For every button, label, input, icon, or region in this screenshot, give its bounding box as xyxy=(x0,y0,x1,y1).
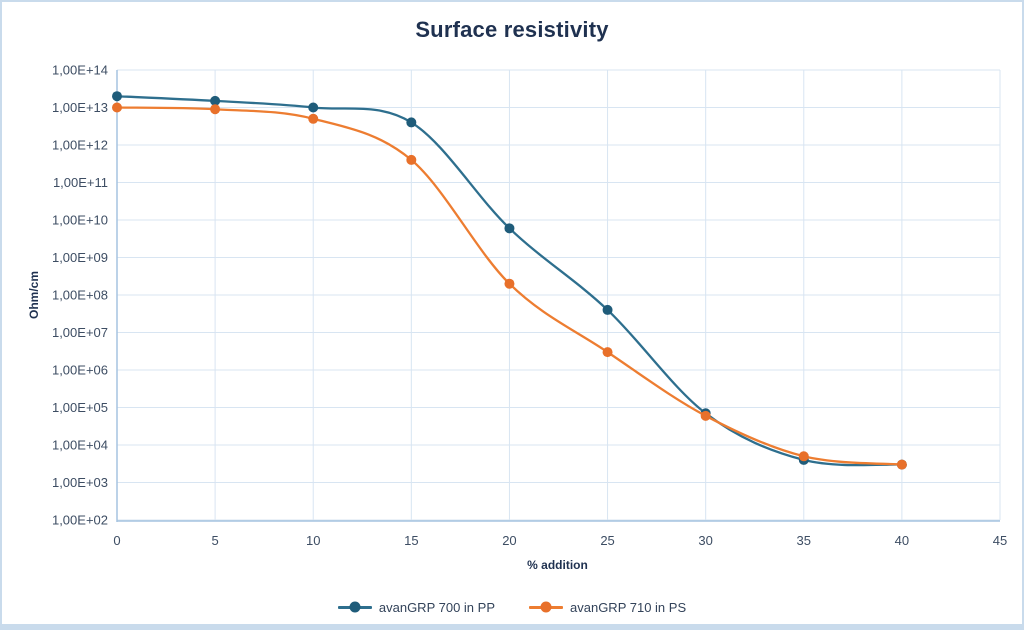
y-axis-title: Ohm/cm xyxy=(27,270,41,320)
y-tick-label: 1,00E+08 xyxy=(52,288,108,303)
legend-label-ps: avanGRP 710 in PS xyxy=(570,599,687,615)
y-tick-label: 1,00E+02 xyxy=(52,513,108,528)
y-tick-label: 1,00E+07 xyxy=(52,325,108,340)
legend-item-pp: avanGRP 700 in PP xyxy=(337,599,495,615)
data-point-marker xyxy=(406,117,417,128)
data-point-marker xyxy=(210,95,221,106)
data-point-marker xyxy=(112,102,122,113)
x-tick-label: 35 xyxy=(797,533,811,548)
data-point-marker xyxy=(798,451,809,462)
data-point-marker xyxy=(896,459,907,470)
y-tick-label: 1,00E+11 xyxy=(53,175,108,190)
y-tick-label: 1,00E+12 xyxy=(52,138,108,153)
x-tick-label: 0 xyxy=(113,533,120,548)
x-tick-label: 20 xyxy=(502,533,516,548)
data-point-marker xyxy=(504,278,515,289)
y-tick-label: 1,00E+09 xyxy=(52,250,108,265)
chart-title: Surface resistivity xyxy=(415,17,609,42)
series-pp-marker-icon xyxy=(337,601,372,613)
legend-item-ps: avanGRP 710 in PS xyxy=(529,600,686,615)
data-point-marker xyxy=(210,104,221,115)
y-tick-label: 1,00E+14 xyxy=(52,63,108,78)
data-point-marker xyxy=(504,223,515,234)
series-ps-marker-icon xyxy=(529,601,563,613)
y-tick-label: 1,00E+10 xyxy=(52,213,108,228)
y-tick-label: 1,00E+06 xyxy=(52,363,108,378)
data-point-marker xyxy=(308,102,319,113)
x-tick-label: 40 xyxy=(895,533,909,548)
y-tick-label: 1,00E+03 xyxy=(52,475,108,490)
x-tick-label: 10 xyxy=(306,533,320,548)
legend-label-pp: avanGRP 700 in PP xyxy=(378,599,495,615)
legend: avanGRP 700 in PP avanGRP 710 in PS xyxy=(2,594,1022,620)
data-point-marker xyxy=(602,304,613,315)
y-tick-label: 1,00E+04 xyxy=(52,438,108,453)
data-point-marker xyxy=(406,154,417,165)
x-tick-label: 45 xyxy=(993,533,1007,548)
data-point-marker xyxy=(700,410,711,421)
x-tick-label: 15 xyxy=(404,533,418,548)
y-tick-label: 1,00E+13 xyxy=(52,100,108,115)
data-point-marker xyxy=(112,91,122,102)
x-tick-label: 25 xyxy=(600,533,614,548)
x-axis-title: % addition xyxy=(527,558,588,572)
data-point-marker xyxy=(602,347,613,358)
x-tick-label: 5 xyxy=(211,533,218,548)
x-tick-label: 30 xyxy=(698,533,712,548)
data-point-marker xyxy=(308,113,319,124)
y-tick-label: 1,00E+05 xyxy=(52,400,108,415)
